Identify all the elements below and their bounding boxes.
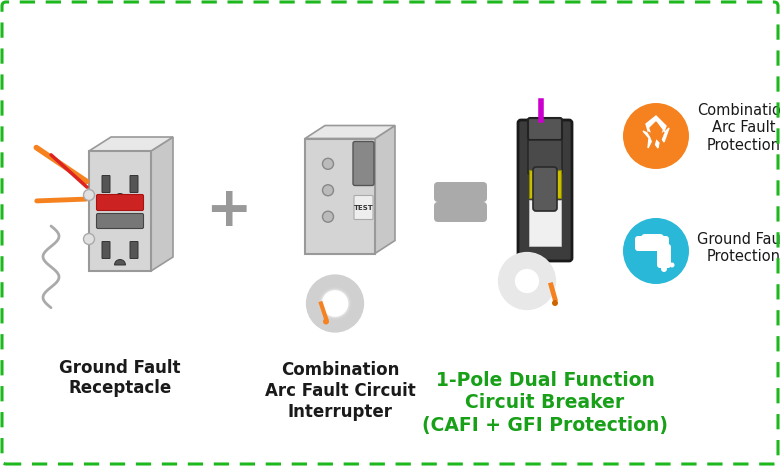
- Text: TEST: TEST: [353, 205, 374, 211]
- Polygon shape: [151, 137, 173, 271]
- FancyBboxPatch shape: [353, 142, 374, 185]
- Circle shape: [623, 103, 689, 169]
- FancyBboxPatch shape: [528, 140, 562, 174]
- FancyBboxPatch shape: [354, 196, 373, 219]
- Text: 1-Pole Dual Function
Circuit Breaker
(CAFI + GFI Protection): 1-Pole Dual Function Circuit Breaker (CA…: [422, 371, 668, 434]
- Text: Combination
Arc Fault Circuit
Interrupter: Combination Arc Fault Circuit Interrupte…: [264, 361, 416, 421]
- Text: Ground Fault
Protection: Ground Fault Protection: [697, 232, 780, 264]
- FancyBboxPatch shape: [529, 200, 561, 246]
- FancyBboxPatch shape: [130, 241, 138, 259]
- Circle shape: [661, 266, 667, 272]
- Polygon shape: [648, 122, 664, 145]
- FancyBboxPatch shape: [102, 241, 110, 259]
- Circle shape: [623, 218, 689, 284]
- Circle shape: [552, 300, 558, 306]
- FancyBboxPatch shape: [533, 167, 557, 211]
- Text: Ground Fault
Receptacle: Ground Fault Receptacle: [59, 359, 181, 397]
- FancyBboxPatch shape: [657, 244, 671, 268]
- Wedge shape: [115, 260, 126, 265]
- FancyBboxPatch shape: [528, 118, 562, 140]
- FancyBboxPatch shape: [89, 151, 151, 271]
- Text: +: +: [204, 184, 251, 238]
- FancyBboxPatch shape: [635, 236, 669, 251]
- Circle shape: [83, 233, 94, 245]
- Polygon shape: [305, 125, 395, 138]
- Circle shape: [322, 158, 334, 169]
- FancyBboxPatch shape: [434, 182, 487, 202]
- FancyBboxPatch shape: [434, 202, 487, 222]
- Text: Combination
Arc Fault
Protection: Combination Arc Fault Protection: [697, 103, 780, 153]
- Circle shape: [322, 211, 334, 222]
- Circle shape: [323, 318, 329, 324]
- FancyBboxPatch shape: [529, 170, 561, 198]
- FancyBboxPatch shape: [130, 176, 138, 192]
- FancyBboxPatch shape: [518, 120, 572, 261]
- FancyBboxPatch shape: [305, 138, 375, 254]
- Circle shape: [669, 262, 675, 267]
- Polygon shape: [375, 125, 395, 254]
- FancyBboxPatch shape: [97, 194, 144, 211]
- Polygon shape: [643, 116, 669, 148]
- Circle shape: [322, 185, 334, 196]
- Wedge shape: [115, 193, 126, 199]
- Circle shape: [83, 190, 94, 200]
- FancyBboxPatch shape: [97, 213, 144, 228]
- FancyBboxPatch shape: [102, 176, 110, 192]
- Polygon shape: [89, 137, 173, 151]
